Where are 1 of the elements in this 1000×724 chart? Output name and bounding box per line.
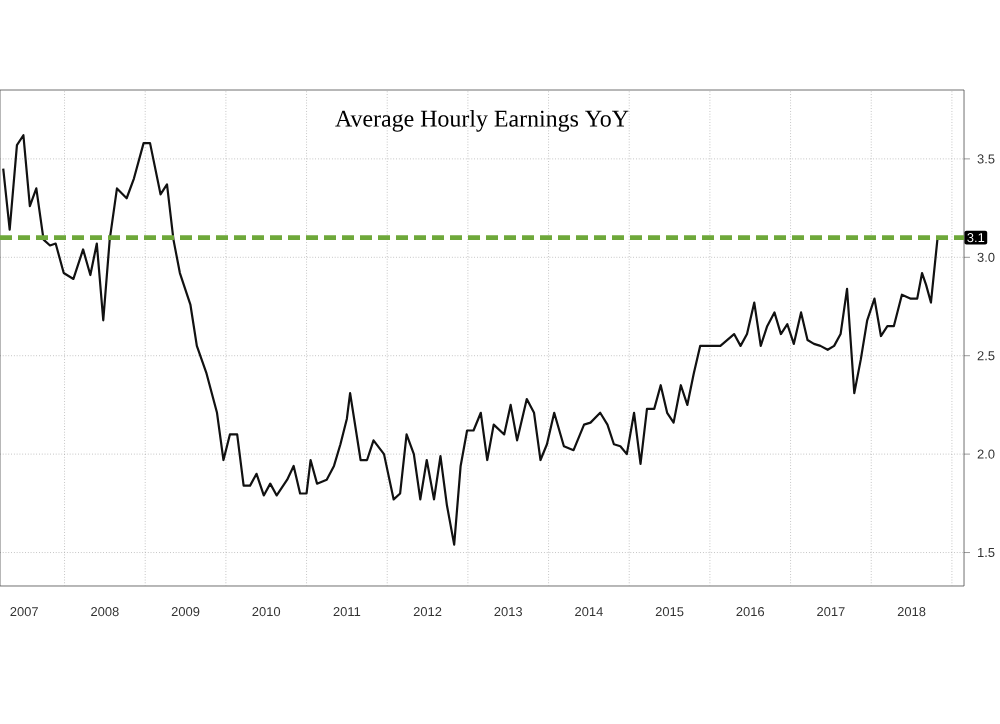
- text: Average Hourly Earnings YoY: [335, 109, 629, 132]
